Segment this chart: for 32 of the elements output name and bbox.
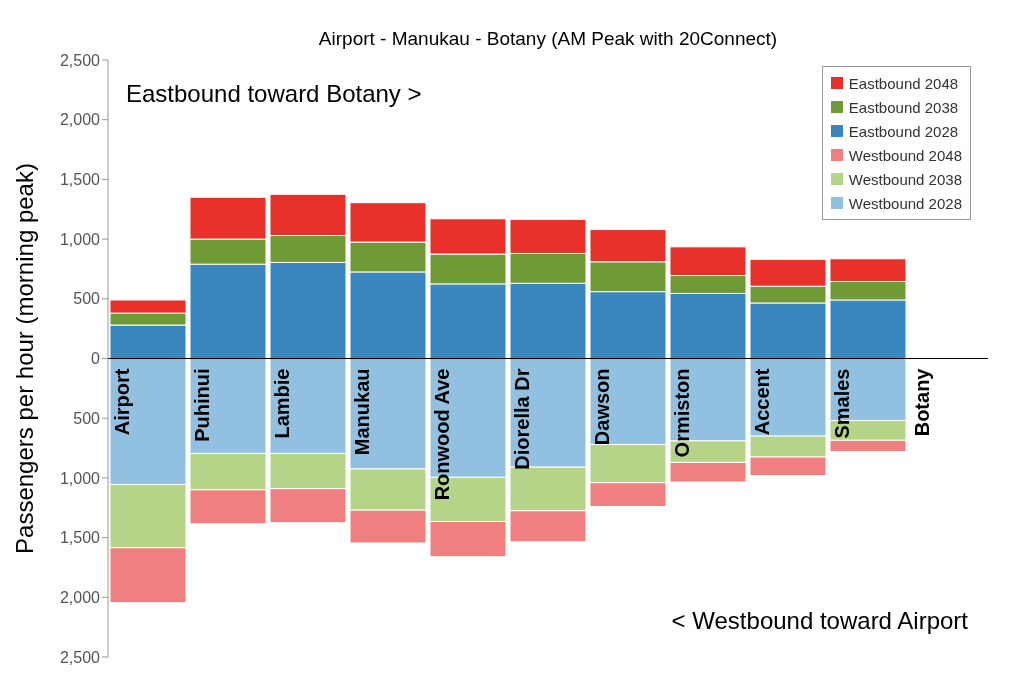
y-tick-label: 2,500 bbox=[59, 51, 101, 69]
y-tick-label: 2,500 bbox=[59, 648, 101, 666]
x-tick-label: Accent bbox=[751, 368, 774, 436]
x-tick-label: Smales bbox=[831, 368, 854, 439]
legend-label: Eastbound 2038 bbox=[848, 98, 959, 116]
y-tick-label: 0 bbox=[91, 350, 101, 368]
x-tick-label: Manukau bbox=[351, 368, 374, 456]
chart-title: Airport - Manukau - Botany (AM Peak with 20Connect) bbox=[317, 28, 779, 50]
y-tick-label: 1,000 bbox=[59, 469, 101, 487]
y-tick-label: 2,000 bbox=[59, 111, 101, 129]
legend-label: Westbound 2028 bbox=[848, 194, 962, 212]
y-tick-label: 500 bbox=[73, 409, 101, 427]
x-tick-label: Lambie bbox=[271, 368, 294, 439]
x-tick-label: Diorella Dr bbox=[511, 368, 534, 470]
y-tick-label: 500 bbox=[73, 290, 101, 308]
annotation: Eastbound toward Botany > bbox=[126, 80, 422, 108]
legend-label: Eastbound 2028 bbox=[848, 122, 959, 140]
y-tick-label: 1,000 bbox=[59, 230, 101, 248]
y-tick-label: 2,000 bbox=[59, 588, 101, 606]
x-tick-label: Ormiston bbox=[671, 368, 694, 458]
x-tick-label: Puhinui bbox=[191, 368, 214, 442]
x-tick-label: Botany bbox=[911, 367, 934, 437]
x-tick-label: Airport bbox=[111, 368, 134, 436]
x-tick-label: Ronwood Ave bbox=[431, 368, 454, 501]
x-tick-label: Dawson bbox=[591, 368, 614, 446]
legend-label: Westbound 2038 bbox=[848, 170, 962, 188]
legend-label: Westbound 2048 bbox=[848, 146, 962, 164]
annotation: < Westbound toward Airport bbox=[671, 607, 968, 635]
legend-label: Eastbound 2048 bbox=[848, 74, 959, 92]
y-tick-label: 1,500 bbox=[59, 171, 101, 189]
y-tick-label: 1,500 bbox=[59, 529, 101, 547]
y-axis-title: Passengers per hour (morning peak) bbox=[10, 163, 38, 554]
